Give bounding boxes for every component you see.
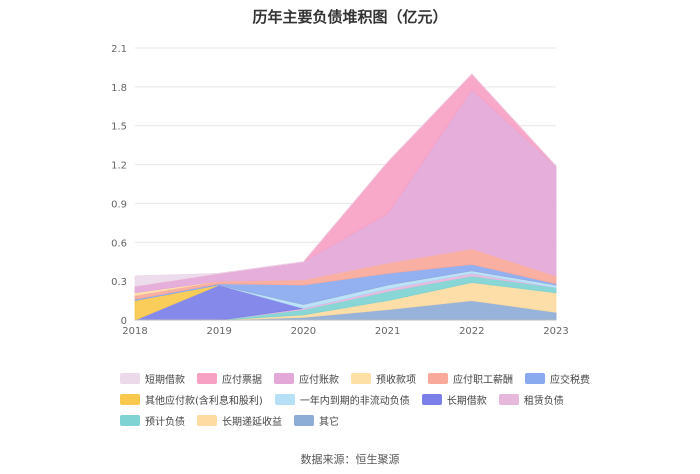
- x-tick-label: 2019: [206, 326, 231, 337]
- legend-label: 长期递延收益: [222, 416, 282, 428]
- legend-label: 短期借款: [145, 374, 185, 386]
- legend-item[interactable]: 短期借款: [120, 369, 185, 387]
- legend-item[interactable]: 预收款项: [351, 369, 416, 387]
- legend-label: 应交税费: [550, 374, 590, 386]
- y-tick-label: 1.8: [111, 83, 127, 94]
- legend-item[interactable]: 一年内到期的非流动负债: [274, 390, 410, 408]
- legend-item[interactable]: 应付账款: [274, 369, 339, 387]
- legend-label: 应付账款: [299, 374, 339, 386]
- legend-swatch: [421, 393, 442, 405]
- legend-item[interactable]: 应付职工薪酬: [428, 369, 513, 387]
- legend-row: 短期借款 应付票据 应付账款 预收款项 应付职工薪酬 应交税费: [120, 369, 590, 387]
- legend-swatch: [498, 393, 519, 405]
- y-tick-label: 0.3: [111, 277, 127, 288]
- x-tick-label: 2022: [459, 326, 484, 337]
- legend-label: 其它: [319, 416, 339, 428]
- legend-label: 长期借款: [446, 395, 487, 407]
- legend-item[interactable]: 应付票据: [197, 369, 262, 387]
- chart-title: 历年主要负债堆积图（亿元）: [252, 8, 448, 26]
- data-source-note: 数据来源：恒生聚源: [300, 453, 400, 466]
- legend-swatch: [294, 414, 314, 426]
- legend-swatch: [197, 372, 217, 384]
- y-tick-label: 1.5: [111, 122, 127, 133]
- legend-label: 预计负债: [145, 416, 185, 428]
- y-tick-label: 0.6: [111, 238, 127, 249]
- legend-row: 其他应付款(含利息和股利) 一年内到期的非流动负债 长期借款 租赁负债: [120, 390, 590, 408]
- legend: 短期借款 应付票据 应付账款 预收款项 应付职工薪酬 应交税费其他应付款(含利息和股利) 一…: [120, 369, 590, 432]
- legend-label: 应付职工薪酬: [453, 374, 513, 386]
- legend-swatch: [525, 372, 545, 384]
- legend-swatch: [120, 372, 140, 384]
- legend-row: 预计负债 长期递延收益 其它: [120, 411, 590, 429]
- legend-item[interactable]: 长期借款: [421, 390, 487, 408]
- legend-label: 应付票据: [222, 374, 262, 386]
- legend-swatch: [120, 393, 140, 405]
- y-tick-label: 0: [121, 316, 127, 327]
- area-series-layer: [134, 73, 557, 321]
- x-tick-label: 2020: [291, 326, 316, 337]
- legend-item[interactable]: 长期递延收益: [197, 411, 282, 429]
- legend-item[interactable]: 其他应付款(含利息和股利): [120, 390, 263, 408]
- legend-swatch: [274, 372, 294, 384]
- legend-swatch: [351, 372, 371, 384]
- legend-swatch: [120, 414, 140, 426]
- x-tick-label: 2023: [543, 326, 568, 337]
- y-tick-label: 0.9: [111, 199, 127, 210]
- legend-item[interactable]: 预计负债: [120, 411, 185, 429]
- legend-swatch: [428, 372, 448, 384]
- y-tick-label: 1.2: [111, 161, 127, 172]
- legend-item[interactable]: 应交税费: [525, 369, 590, 387]
- x-tick-label: 2018: [122, 326, 147, 337]
- legend-swatch: [274, 393, 295, 405]
- legend-item[interactable]: 其它: [294, 411, 339, 429]
- legend-label: 其他应付款(含利息和股利): [145, 395, 263, 407]
- legend-label: 预收款项: [376, 374, 416, 386]
- y-tick-label: 2.1: [111, 44, 127, 55]
- axes: 0 0.3 0.6 0.9 1.2 1.5 1.8 2.1 2018 2019 2020 2021 20…: [111, 44, 569, 337]
- legend-label: 租赁负债: [523, 395, 564, 407]
- legend-item[interactable]: 租赁负债: [498, 390, 564, 408]
- area-series-12: [134, 73, 557, 287]
- legend-swatch: [197, 414, 217, 426]
- x-tick-label: 2021: [375, 326, 400, 337]
- legend-label: 一年内到期的非流动负债: [299, 395, 410, 407]
